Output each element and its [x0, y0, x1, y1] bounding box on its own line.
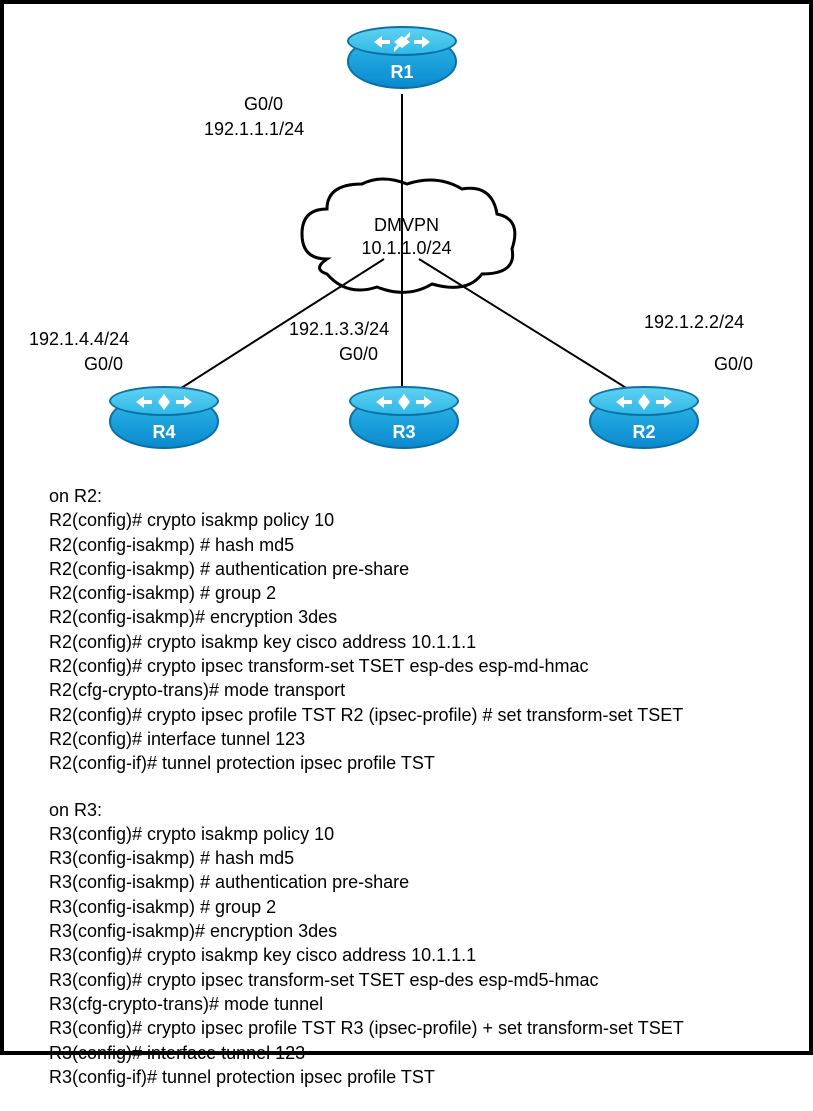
r2-interface-label: G0/0 — [714, 354, 753, 375]
config-r3-header: on R3: — [49, 798, 764, 822]
config-r3-line: R3(cfg-crypto-trans)# mode tunnel — [49, 992, 764, 1016]
router-r2-label: R2 — [632, 422, 655, 443]
router-r3: R3 — [349, 394, 459, 474]
router-arrows-icon — [614, 390, 674, 414]
router-arrows-icon — [374, 390, 434, 414]
config-r3-line: R3(config-isakmp) # group 2 — [49, 895, 764, 919]
config-r3-line: R3(config-if)# tunnel protection ipsec p… — [49, 1065, 764, 1089]
config-r3-block: on R3: R3(config)# crypto isakmp policy … — [49, 798, 764, 1090]
router-r1-label: R1 — [390, 62, 413, 83]
router-arrows-icon — [134, 390, 194, 414]
r3-interface-label: G0/0 — [339, 344, 378, 365]
r2-ip-label: 192.1.2.2/24 — [644, 312, 744, 333]
r4-interface-label: G0/0 — [84, 354, 123, 375]
config-r3-line: R3(config)# crypto isakmp key cisco addr… — [49, 943, 764, 967]
cloud-line2: 10.1.1.0/24 — [361, 237, 451, 260]
config-r3-line: R3(config)# crypto ipsec transform-set T… — [49, 968, 764, 992]
config-r3-line: R3(config-isakmp)# encryption 3des — [49, 919, 764, 943]
config-r2-line: R2(config-if)# tunnel protection ipsec p… — [49, 751, 764, 775]
config-r2-line: R2(config)# crypto ipsec transform-set T… — [49, 654, 764, 678]
config-r2-line: R2(cfg-crypto-trans)# mode transport — [49, 678, 764, 702]
config-r2-block: on R2: R2(config)# crypto isakmp policy … — [49, 484, 764, 776]
r1-interface-label: G0/0 — [244, 94, 283, 115]
config-r2-line: R2(config-isakmp) # hash md5 — [49, 533, 764, 557]
router-r3-label: R3 — [392, 422, 415, 443]
config-r2-line: R2(config-isakmp)# encryption 3des — [49, 605, 764, 629]
config-r3-line: R3(config-isakmp) # authentication pre-s… — [49, 870, 764, 894]
cloud-dmvpn: DMVPN 10.1.1.0/24 — [287, 169, 527, 309]
network-diagram: R1 G0/0 192.1.1.1/24 DMVPN 10.1.1.0/24 — [4, 4, 809, 474]
router-arrows-icon — [372, 30, 432, 54]
r1-ip-label: 192.1.1.1/24 — [204, 119, 304, 140]
router-r4: R4 — [109, 394, 219, 474]
config-r2-line: R2(config-isakmp) # authentication pre-s… — [49, 557, 764, 581]
config-r2-header: on R2: — [49, 484, 764, 508]
config-r2-line: R2(config-isakmp) # group 2 — [49, 581, 764, 605]
config-r2-line: R2(config)# crypto ipsec profile TST R2 … — [49, 703, 764, 727]
config-r3-line: R3(config)# interface tunnel 123 — [49, 1041, 764, 1065]
cloud-text: DMVPN 10.1.1.0/24 — [361, 214, 451, 261]
config-section: on R2: R2(config)# crypto isakmp policy … — [49, 484, 764, 1111]
r4-ip-label: 192.1.4.4/24 — [29, 329, 129, 350]
config-r3-line: R3(config)# crypto ipsec profile TST R3 … — [49, 1016, 764, 1040]
cloud-line1: DMVPN — [361, 214, 451, 237]
config-r3-line: R3(config-isakmp) # hash md5 — [49, 846, 764, 870]
config-r3-line: R3(config)# crypto isakmp policy 10 — [49, 822, 764, 846]
config-r2-line: R2(config)# crypto isakmp key cisco addr… — [49, 630, 764, 654]
router-r1: R1 — [347, 34, 457, 114]
config-r2-line: R2(config)# crypto isakmp policy 10 — [49, 508, 764, 532]
r3-ip-label: 192.1.3.3/24 — [289, 319, 389, 340]
router-r4-label: R4 — [152, 422, 175, 443]
config-r2-line: R2(config)# interface tunnel 123 — [49, 727, 764, 751]
router-r2: R2 — [589, 394, 699, 474]
